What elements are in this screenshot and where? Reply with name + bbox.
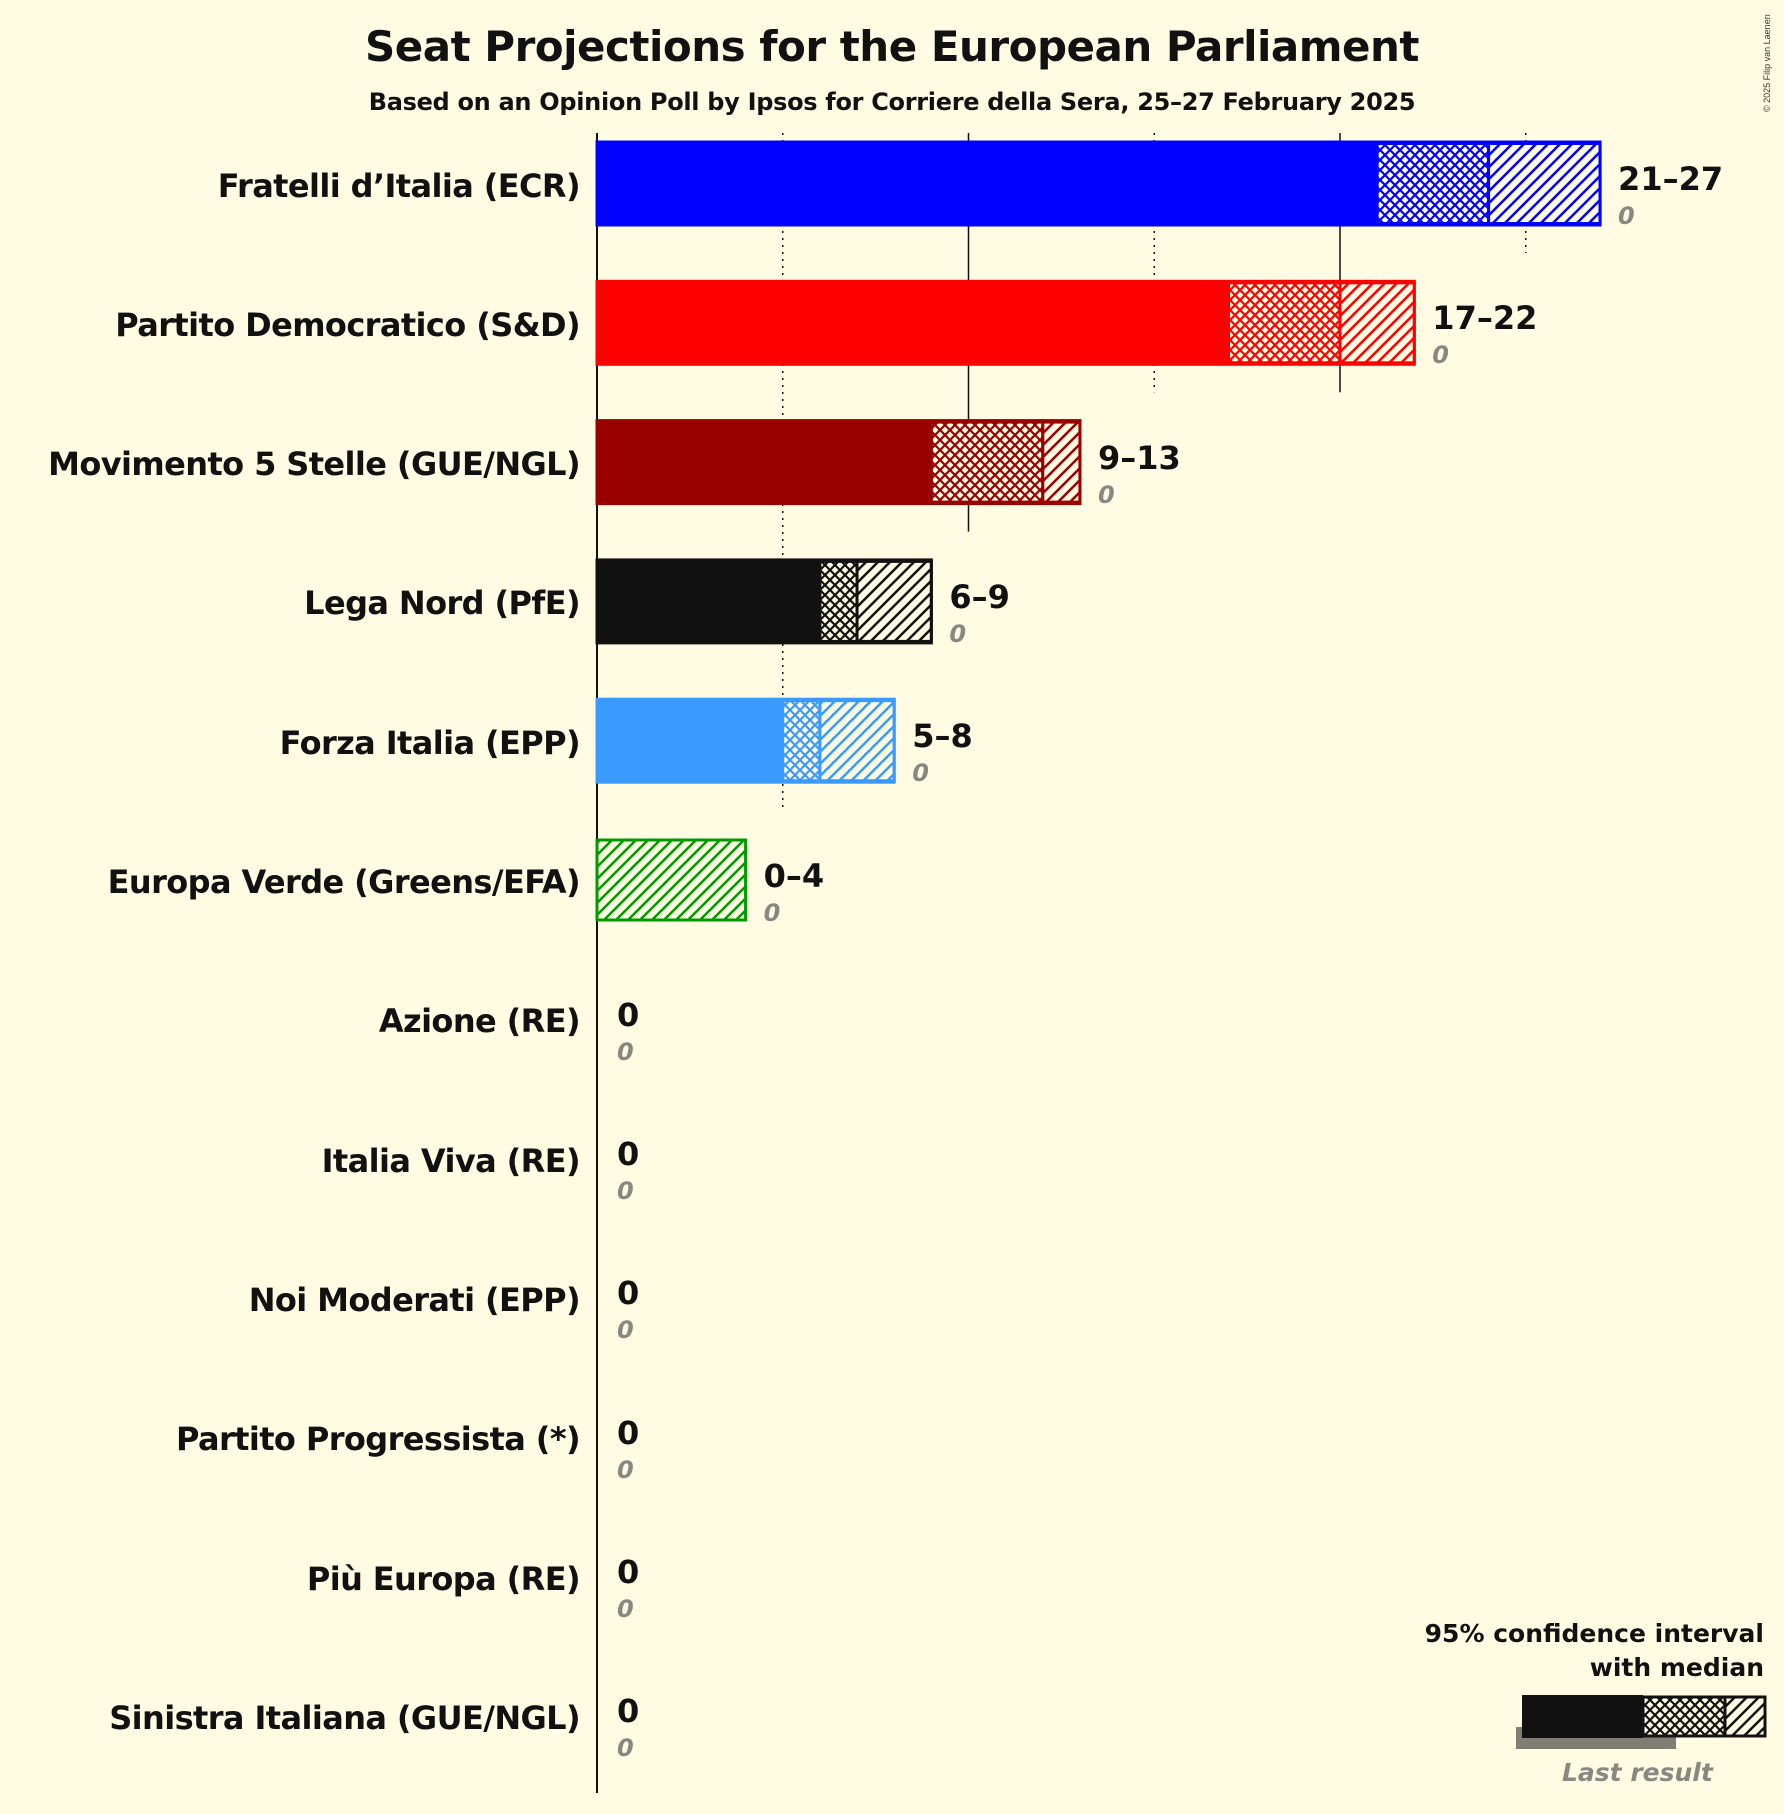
party-label: Più Europa (RE) bbox=[306, 1559, 581, 1598]
party-label: Movimento 5 Stelle (GUE/NGL) bbox=[48, 445, 580, 484]
bar-outline bbox=[595, 140, 1602, 227]
last-result-label: 0 bbox=[617, 1595, 634, 1623]
legend-graphic bbox=[1516, 1695, 1767, 1749]
last-result-label: 0 bbox=[617, 1316, 634, 1345]
chart-title: Seat Projections for the European Parlia… bbox=[365, 22, 1419, 71]
last-result-label: 0 bbox=[1097, 480, 1115, 509]
legend-crosshatch bbox=[1641, 1695, 1727, 1738]
legend-diagonal bbox=[1723, 1695, 1767, 1738]
party-label: Italia Viva (RE) bbox=[321, 1141, 581, 1180]
bar-solid bbox=[597, 142, 1378, 225]
party-label: Europa Verde (Greens/EFA) bbox=[107, 863, 581, 901]
bars bbox=[595, 140, 1602, 922]
seat-range-label: 0–4 bbox=[763, 856, 825, 895]
party-label: Noi Moderati (EPP) bbox=[248, 1280, 581, 1319]
seat-range-label: 5–8 bbox=[912, 717, 973, 756]
last-result-label: 0 bbox=[1432, 341, 1449, 370]
bar-ci-lower bbox=[781, 699, 822, 783]
last-result-label: 0 bbox=[617, 1037, 634, 1066]
last-result-label: 0 bbox=[949, 619, 967, 648]
bar-solid bbox=[597, 559, 820, 643]
party-label: Partito Democratico (S&D) bbox=[115, 305, 580, 344]
seat-range-label: 0 bbox=[617, 1135, 640, 1174]
party-label: Fratelli d’Italia (ECR) bbox=[217, 166, 581, 205]
seat-range-label: 0 bbox=[617, 1692, 640, 1731]
bar-ci-lower bbox=[1227, 281, 1342, 365]
bar-solid bbox=[597, 699, 783, 783]
bar-ci-upper bbox=[855, 559, 933, 643]
bar-ci-upper bbox=[818, 699, 896, 783]
legend-solid bbox=[1522, 1695, 1643, 1738]
seat-range-label: 9–13 bbox=[1097, 438, 1181, 477]
bar-outline bbox=[595, 697, 896, 784]
last-result-label: 0 bbox=[763, 898, 781, 927]
bar-ci-upper bbox=[1338, 281, 1416, 365]
last-result-label: 0 bbox=[617, 1455, 634, 1484]
party-label: Partito Progressista (*) bbox=[176, 1420, 581, 1459]
bar-outline bbox=[595, 558, 933, 645]
seat-range-label: 21–27 bbox=[1618, 160, 1724, 198]
last-result-label: 0 bbox=[1618, 202, 1635, 230]
seat-range-label: 17–22 bbox=[1432, 299, 1538, 338]
seat-range-label: 0 bbox=[617, 995, 640, 1034]
legend-title: 95% confidence interval with median bbox=[1364, 1617, 1764, 1685]
chart-subtitle: Based on an Opinion Poll by Ipsos for Co… bbox=[368, 88, 1416, 116]
seat-range-label: 0 bbox=[617, 1413, 640, 1452]
bar-ci-lower bbox=[929, 420, 1045, 504]
last-result-label: 0 bbox=[617, 1734, 634, 1763]
seat-range-label: 6–9 bbox=[949, 577, 1010, 616]
last-result-label: 0 bbox=[617, 1177, 634, 1206]
party-label: Forza Italia (EPP) bbox=[279, 723, 581, 762]
bar-ci-lower bbox=[1375, 142, 1491, 225]
party-label: Lega Nord (PfE) bbox=[304, 584, 580, 623]
legend-title-line2: with median bbox=[1589, 1653, 1764, 1682]
party-label: Sinistra Italiana (GUE/NGL) bbox=[109, 1698, 580, 1737]
bar-solid bbox=[597, 281, 1229, 365]
gridlines bbox=[596, 133, 1527, 1793]
bar-solid bbox=[597, 420, 932, 504]
bar-ci-upper bbox=[1487, 142, 1602, 225]
bar-ci-upper bbox=[1041, 420, 1082, 504]
legend-last-result: Last result bbox=[1562, 1758, 1713, 1787]
seat-range-label: 0 bbox=[617, 1553, 640, 1591]
bar-outline bbox=[595, 279, 1416, 366]
legend-title-line1: 95% confidence interval bbox=[1424, 1619, 1764, 1648]
seat-range-label: 0 bbox=[617, 1274, 640, 1313]
bar-ci-lower bbox=[818, 559, 859, 643]
last-result-label: 0 bbox=[912, 759, 929, 788]
party-label: Azione (RE) bbox=[378, 1002, 581, 1041]
bar-ci-upper bbox=[595, 838, 748, 922]
bar-outline bbox=[595, 419, 1082, 506]
